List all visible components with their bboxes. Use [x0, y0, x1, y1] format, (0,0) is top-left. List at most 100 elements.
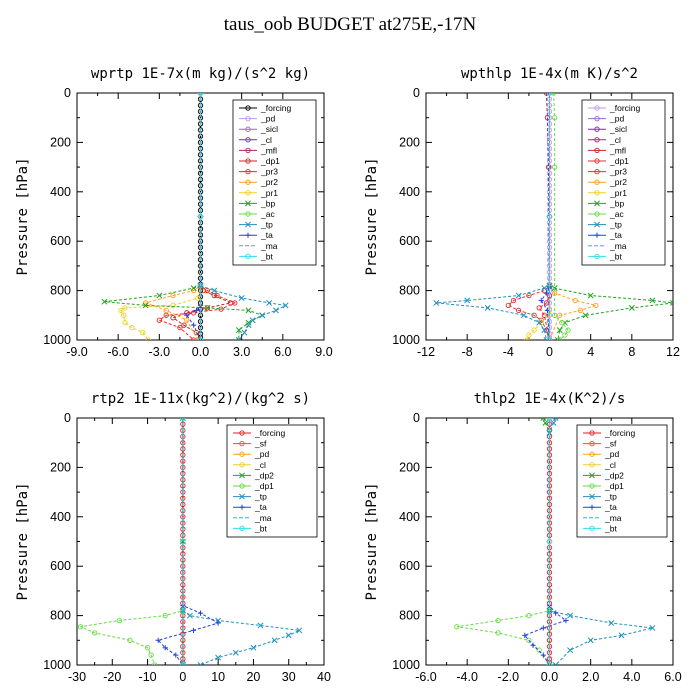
data-point-bt — [197, 337, 204, 340]
data-point-tp — [552, 662, 559, 665]
data-point-pr1 — [121, 312, 127, 318]
series-line-pr2 — [143, 93, 201, 340]
data-point-dp1 — [162, 612, 168, 619]
data-point-dp1 — [505, 302, 511, 309]
data-point-tp — [618, 632, 625, 639]
legend-label-sicl: _sicl — [260, 124, 278, 134]
data-point-tp — [271, 637, 278, 644]
legend-marker-bp — [594, 200, 600, 207]
legend-label-cl: _cl — [609, 135, 621, 145]
legend-label-pd: _pd — [260, 114, 275, 124]
data-point-ta — [155, 637, 161, 643]
y-tick-label: 0 — [64, 411, 71, 425]
y-tick-label: 0 — [413, 411, 420, 425]
data-point-tp — [257, 622, 264, 629]
y-tick-label: 600 — [50, 234, 71, 248]
data-point-tp — [536, 319, 543, 326]
y-tick-label: 1000 — [392, 333, 420, 347]
data-point-dp2 — [540, 418, 547, 421]
data-point-ta — [522, 632, 528, 638]
legend-label-bt: _bt — [609, 251, 622, 261]
data-point-tp — [249, 317, 256, 324]
data-point-tp — [215, 654, 222, 661]
legend-label-dp1: _dp1 — [609, 156, 629, 166]
legend-marker-sicl — [594, 126, 600, 132]
data-point-pr2 — [577, 307, 584, 314]
legend-label-ac: _ac — [609, 209, 624, 219]
legend-marker-forcing — [589, 430, 595, 436]
series-line-ta — [523, 418, 568, 665]
data-point-pr3 — [163, 312, 169, 318]
legend-label-pd: _pd — [609, 114, 624, 124]
legend-label-tp: _tp — [260, 220, 273, 230]
data-point-pr2 — [163, 307, 169, 314]
data-point-dp1 — [526, 292, 532, 299]
legend-marker-tp — [589, 493, 595, 500]
legend-marker-pr3 — [245, 168, 251, 175]
data-point-ta — [563, 617, 569, 624]
data-point-bp — [156, 292, 163, 299]
data-point-bp — [101, 298, 108, 305]
legend-label-ac: _ac — [260, 209, 275, 219]
data-point-tp — [484, 304, 491, 311]
y-tick-label: 200 — [399, 460, 420, 474]
series-line-tp — [436, 285, 550, 340]
legend-label-dp1: _dp1 — [254, 481, 274, 491]
legend-label-ma: _ma — [604, 513, 622, 523]
data-point-ta — [191, 322, 197, 328]
y-tick-label: 800 — [399, 284, 420, 298]
data-point-ac — [551, 164, 558, 170]
legend-label-tp: _tp — [254, 492, 267, 502]
x-tick-label: -9.0 — [66, 345, 88, 359]
legend-marker-forcing — [245, 105, 251, 111]
legend-marker-bt — [589, 525, 595, 532]
legend-marker-ta — [594, 232, 600, 238]
legend-marker-dp1 — [589, 483, 595, 489]
data-point-bt — [197, 93, 204, 96]
legend-label-dp2: _dp2 — [604, 470, 624, 480]
data-point-pr1 — [524, 337, 530, 340]
data-point-pr2 — [572, 297, 578, 304]
data-point-ta — [184, 312, 190, 318]
data-point-ta — [197, 610, 204, 616]
data-point-tp — [232, 649, 239, 656]
data-point-pr2 — [184, 317, 190, 323]
data-point-dp1 — [127, 637, 133, 643]
x-tick-label: 30 — [282, 670, 296, 684]
data-point-dp1 — [91, 630, 98, 636]
data-point-dp1 — [526, 612, 532, 619]
x-tick-label: 40 — [317, 670, 331, 684]
y-tick-label: 800 — [50, 609, 71, 623]
legend-marker-bp — [245, 200, 251, 207]
data-point-tp — [282, 302, 289, 309]
data-point-ta — [173, 652, 179, 658]
data-point-bp — [245, 307, 252, 314]
legend-marker-pr2 — [594, 179, 600, 185]
y-tick-label: 400 — [399, 185, 420, 199]
series-group — [101, 93, 289, 340]
series-group — [454, 418, 656, 665]
legend-label-pr2: _pr2 — [609, 177, 627, 187]
legend-label-cl: _cl — [260, 135, 272, 145]
x-tick-label: 0 — [546, 345, 553, 359]
data-point-bt — [180, 662, 186, 665]
legend-label-sf: _sf — [254, 439, 267, 449]
data-point-dp1 — [204, 305, 211, 311]
data-point-bp — [628, 304, 635, 311]
data-point-bt — [197, 213, 204, 220]
data-point-pr1 — [122, 320, 128, 326]
x-tick-label: -6.0 — [107, 345, 129, 359]
series-line-pr3 — [538, 93, 550, 340]
data-point-ta — [538, 297, 544, 304]
y-tick-label: 400 — [50, 185, 71, 199]
data-point-ac — [562, 332, 568, 338]
series-group — [433, 93, 673, 340]
data-point-bt — [180, 418, 186, 421]
panel-2: wpthlp 1E-4x(m K)/s^2 Pressure [hPa] -12 -8… — [364, 66, 680, 359]
data-point-pr3 — [536, 305, 542, 311]
x-tick-label: 6.0 — [664, 670, 681, 684]
data-point-bp — [204, 304, 211, 311]
legend-label-pd: _pd — [604, 449, 619, 459]
data-point-tp — [433, 299, 440, 306]
legend-label-pr1: _pr1 — [609, 188, 627, 198]
